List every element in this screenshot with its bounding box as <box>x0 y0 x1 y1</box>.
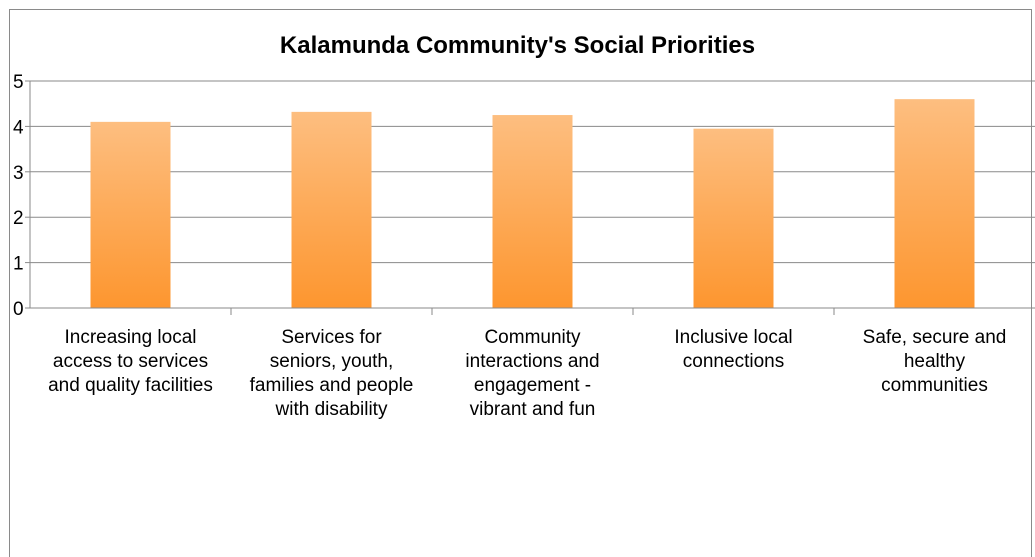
x-category-label-line: seniors, youth, <box>269 351 394 372</box>
x-category-label-line: Increasing local <box>64 327 197 348</box>
x-category-label-line: Services for <box>281 327 382 348</box>
bar <box>291 111 372 308</box>
y-tick-label: 4 <box>13 117 24 138</box>
x-category-label-line: with disability <box>275 399 388 420</box>
bar <box>894 99 975 308</box>
x-category-label-line: communities <box>881 375 988 396</box>
y-tick-label: 5 <box>13 72 24 93</box>
chart-frame <box>9 9 1032 557</box>
x-category-label-line: Safe, secure and <box>862 327 1007 348</box>
bar <box>90 121 171 308</box>
x-category-label: Safe, secure and healthy communities <box>840 326 1030 398</box>
x-category-label-line: vibrant and fun <box>469 399 596 420</box>
chart-title: Kalamunda Community's Social Priorities <box>279 32 756 59</box>
x-category-label-line: healthy <box>903 351 966 372</box>
x-category-label-line: access to services <box>52 351 209 372</box>
y-tick-label: 2 <box>13 208 24 229</box>
x-category-label-line: interactions and <box>465 351 600 372</box>
x-category-label: Community interactions and engagement - vib… <box>438 326 628 422</box>
x-category-label: Increasing local access to services and qu… <box>36 326 226 398</box>
x-category-label-line: Inclusive local <box>674 327 793 348</box>
y-tick-label: 0 <box>13 299 24 320</box>
y-tick-label: 3 <box>13 163 24 184</box>
bar <box>492 115 573 308</box>
x-category-label-line: engagement - <box>473 375 592 396</box>
bar <box>693 128 774 308</box>
x-category-label-line: connections <box>682 351 785 372</box>
x-category-label: Services for seniors, youth, families and … <box>237 326 427 422</box>
x-category-label-line: and quality facilities <box>48 375 213 396</box>
x-category-label-line: Community <box>484 327 581 348</box>
y-tick-label: 1 <box>13 254 24 275</box>
x-category-label-line: families and people <box>249 375 414 396</box>
x-category-label: Inclusive local connections <box>639 326 829 374</box>
